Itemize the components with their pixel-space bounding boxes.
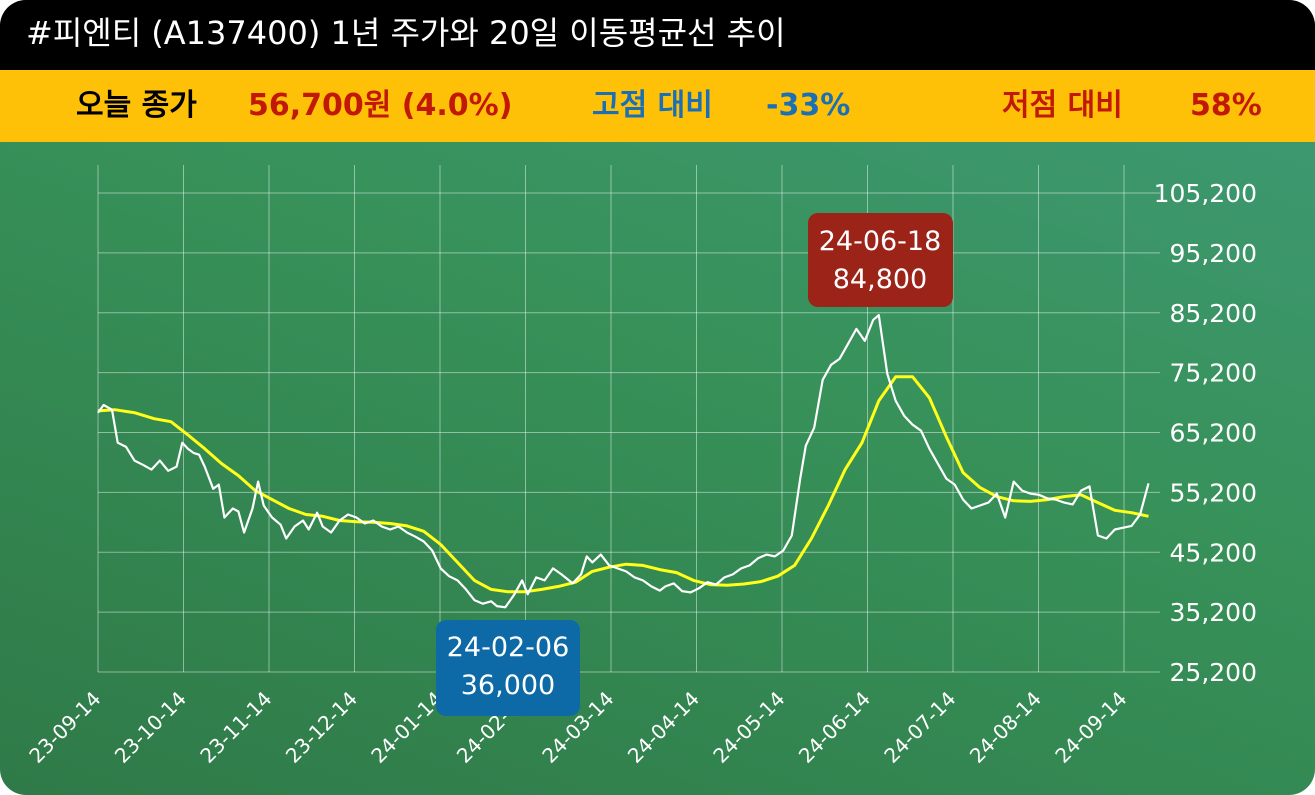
x-tick-label: 24-06-14 bbox=[794, 687, 875, 768]
y-tick-label: 95,200 bbox=[1170, 239, 1257, 268]
low-callout-box bbox=[436, 620, 580, 716]
low-callout-value: 36,000 bbox=[461, 670, 555, 701]
x-tick-label: 24-08-14 bbox=[965, 687, 1046, 768]
high-callout-date: 24-06-18 bbox=[819, 226, 942, 257]
y-tick-label: 35,200 bbox=[1170, 598, 1257, 627]
x-tick-label: 24-01-14 bbox=[366, 687, 447, 768]
x-tick-label: 24-05-14 bbox=[708, 687, 789, 768]
y-tick-label: 85,200 bbox=[1170, 299, 1257, 328]
low-compare-label: 저점 대비 bbox=[1002, 88, 1123, 123]
y-tick-label: 45,200 bbox=[1170, 538, 1257, 567]
ma20-line bbox=[97, 375, 1149, 594]
high-callout-value: 84,800 bbox=[833, 264, 927, 295]
x-tick-label: 23-10-14 bbox=[110, 687, 191, 768]
summary-bar: 오늘 종가 56,700원 (4.0%) 고점 대비 -33% 저점 대비 58… bbox=[0, 70, 1315, 142]
page-title: #피엔티 (A137400) 1년 주가와 20일 이동평균선 추이 bbox=[26, 14, 786, 52]
grid-lines bbox=[97, 165, 1160, 673]
x-tick-label: 24-07-14 bbox=[879, 687, 960, 768]
high-compare-label: 고점 대비 bbox=[592, 88, 713, 123]
y-tick-label: 65,200 bbox=[1170, 419, 1257, 448]
x-tick-label: 24-09-14 bbox=[1050, 687, 1131, 768]
x-tick-label: 23-09-14 bbox=[24, 687, 105, 768]
low-callout-date: 24-02-06 bbox=[447, 632, 570, 663]
close-label: 오늘 종가 bbox=[76, 88, 197, 123]
high-compare-value: -33% bbox=[766, 88, 851, 123]
y-tick-label: 105,200 bbox=[1154, 179, 1257, 208]
y-tick-label: 75,200 bbox=[1170, 359, 1257, 388]
x-tick-label: 23-11-14 bbox=[195, 687, 276, 768]
high-callout: 24-06-18 84,800 bbox=[808, 213, 953, 307]
y-axis-ticks: 105,200 95,200 85,200 75,200 65,200 55,200 45,… bbox=[1154, 179, 1257, 687]
x-tick-label: 23-12-14 bbox=[281, 687, 362, 768]
y-tick-label: 25,200 bbox=[1170, 658, 1257, 687]
price-line bbox=[97, 314, 1150, 609]
high-callout-box bbox=[808, 213, 953, 307]
low-callout: 24-02-06 36,000 bbox=[436, 620, 580, 716]
y-tick-label: 55,200 bbox=[1170, 478, 1257, 507]
x-tick-label: 24-04-14 bbox=[623, 687, 704, 768]
title-bar: #피엔티 (A137400) 1년 주가와 20일 이동평균선 추이 bbox=[0, 0, 1315, 70]
low-compare-value: 58% bbox=[1190, 88, 1262, 123]
close-value: 56,700원 (4.0%) bbox=[248, 88, 513, 123]
